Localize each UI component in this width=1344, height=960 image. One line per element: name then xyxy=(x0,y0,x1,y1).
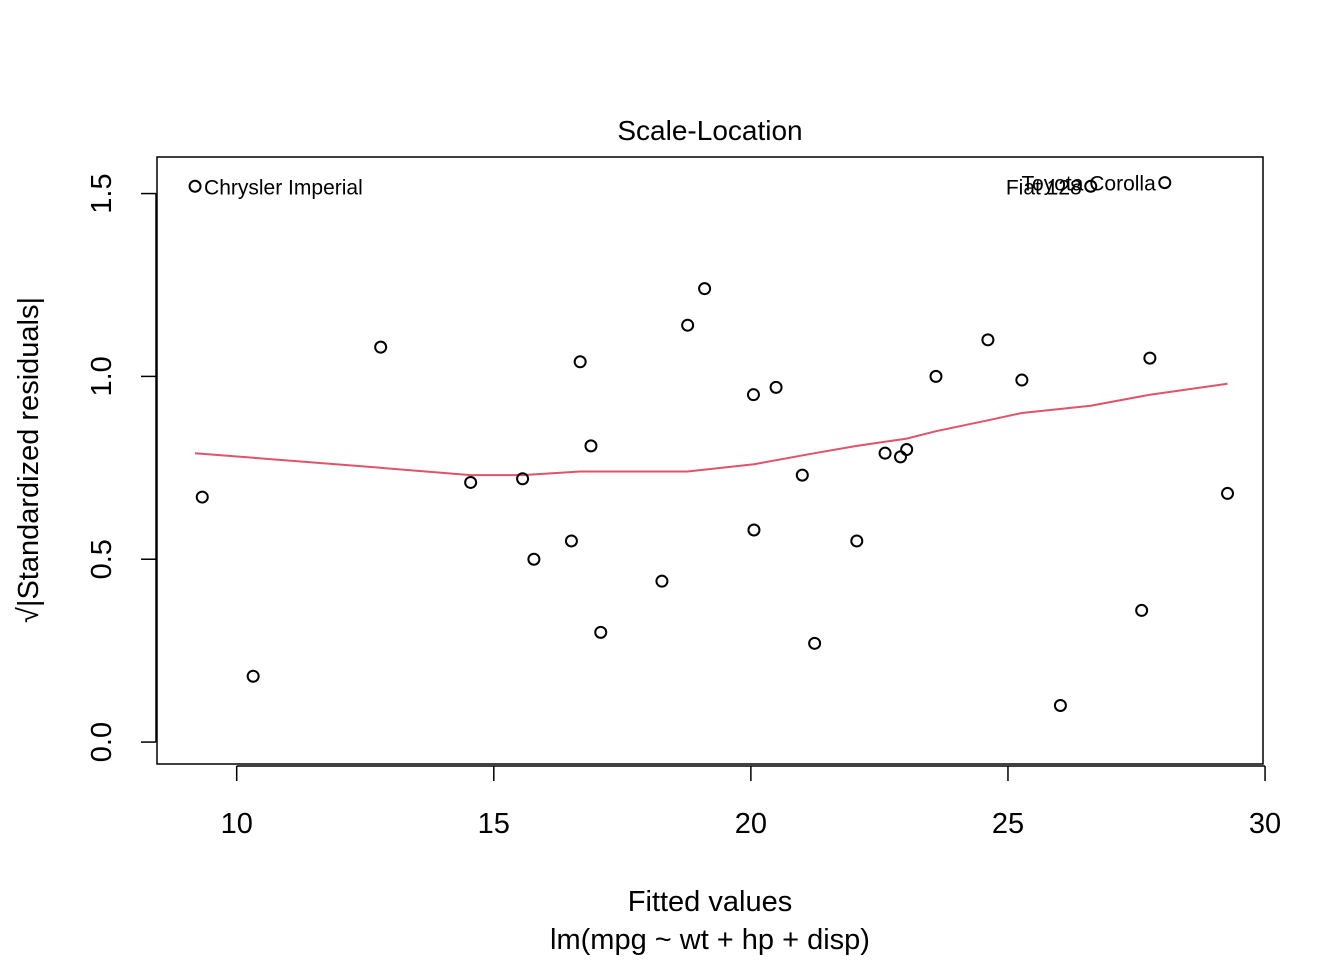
point-label: Chrysler Imperial xyxy=(204,176,363,199)
data-point xyxy=(894,450,908,464)
y-axis-label: √|Standardized residuals| xyxy=(13,297,45,623)
data-point xyxy=(527,552,541,566)
x-tick-label: 10 xyxy=(221,808,253,840)
x-tick-label: 30 xyxy=(1249,808,1281,840)
data-point xyxy=(195,490,209,504)
data-point xyxy=(747,523,761,537)
data-point xyxy=(374,340,388,354)
point-label: Toyota Corolla xyxy=(1022,173,1157,196)
x-axis-label: Fitted values xyxy=(628,886,792,918)
data-point xyxy=(1053,698,1067,712)
data-point xyxy=(900,443,914,457)
model-formula-subtitle: lm(mpg ~ wt + hp + disp) xyxy=(550,924,870,956)
points-layer xyxy=(188,176,1235,712)
x-tick-label: 15 xyxy=(478,808,510,840)
data-point xyxy=(1221,486,1235,500)
x-tick-label: 20 xyxy=(735,808,767,840)
data-point xyxy=(698,282,712,296)
data-point xyxy=(584,439,598,453)
x-tick-label: 25 xyxy=(992,808,1024,840)
plot-frame xyxy=(156,156,1264,765)
data-point xyxy=(746,388,760,402)
y-tick-label: 0.5 xyxy=(86,539,118,579)
data-point xyxy=(1084,179,1098,193)
y-axis: 0.0 0.5 1.0 1.5 xyxy=(86,173,157,762)
x-axis: 10 15 20 25 30 xyxy=(221,765,1281,840)
data-point xyxy=(929,369,943,383)
data-point xyxy=(1143,351,1157,365)
data-point xyxy=(516,472,530,486)
data-point xyxy=(769,380,783,394)
smooth-layer xyxy=(194,382,1228,477)
y-tick-label: 1.5 xyxy=(86,173,118,213)
data-point xyxy=(681,318,695,332)
data-point xyxy=(808,636,822,650)
point-label: Fiat 128 xyxy=(1006,176,1082,199)
data-point xyxy=(878,446,892,460)
data-point xyxy=(188,179,202,193)
data-point xyxy=(655,574,669,588)
chart-title: Scale-Location xyxy=(617,115,802,146)
data-point xyxy=(246,669,260,683)
data-point xyxy=(795,468,809,482)
data-point xyxy=(573,355,587,369)
y-tick-label: 0.0 xyxy=(86,722,118,762)
data-point xyxy=(1015,373,1029,387)
data-point xyxy=(464,475,478,489)
data-point xyxy=(850,534,864,548)
data-point xyxy=(981,333,995,347)
data-point xyxy=(564,534,578,548)
data-point xyxy=(1135,603,1149,617)
data-point xyxy=(594,625,608,639)
data-point xyxy=(1158,176,1172,190)
y-tick-label: 1.0 xyxy=(86,356,118,396)
smooth-trend-line xyxy=(194,382,1228,477)
